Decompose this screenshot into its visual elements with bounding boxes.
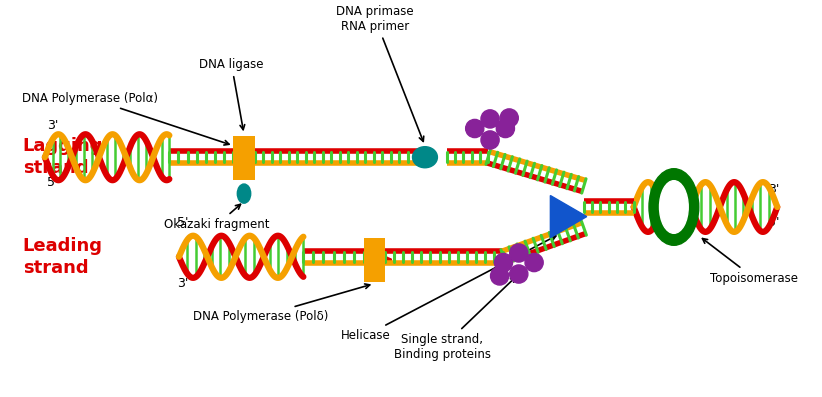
Ellipse shape: [238, 184, 251, 203]
Text: 5': 5': [47, 176, 58, 189]
Ellipse shape: [413, 146, 437, 168]
Ellipse shape: [649, 169, 699, 245]
Circle shape: [494, 253, 513, 272]
Text: DNA primase
RNA primer: DNA primase RNA primer: [336, 5, 423, 141]
Circle shape: [510, 265, 528, 283]
Circle shape: [491, 267, 509, 285]
Text: Okazaki fragment: Okazaki fragment: [164, 204, 270, 231]
Text: 5': 5': [177, 216, 188, 229]
Text: 3': 3': [47, 118, 58, 131]
Circle shape: [525, 253, 543, 272]
FancyBboxPatch shape: [233, 136, 255, 180]
Text: DNA ligase: DNA ligase: [199, 58, 264, 130]
Text: 3': 3': [768, 183, 779, 196]
Circle shape: [510, 244, 528, 262]
Circle shape: [481, 131, 499, 149]
Text: DNA Polymerase (Polα): DNA Polymerase (Polα): [22, 92, 229, 145]
Ellipse shape: [659, 181, 688, 233]
Text: 3': 3': [177, 278, 188, 291]
Circle shape: [481, 110, 499, 128]
Text: Helicase: Helicase: [341, 236, 556, 342]
Text: Single strand,
Binding proteins: Single strand, Binding proteins: [394, 277, 515, 361]
Circle shape: [500, 109, 519, 127]
Text: Lagging
strand: Lagging strand: [23, 137, 104, 177]
Text: Leading
strand: Leading strand: [23, 237, 103, 277]
Text: 5': 5': [768, 216, 779, 229]
Polygon shape: [551, 195, 587, 238]
Circle shape: [465, 119, 484, 138]
Text: Topoisomerase: Topoisomerase: [703, 239, 798, 285]
Text: DNA Polymerase (Polδ): DNA Polymerase (Polδ): [192, 284, 370, 323]
Circle shape: [496, 119, 515, 138]
FancyBboxPatch shape: [363, 238, 385, 282]
